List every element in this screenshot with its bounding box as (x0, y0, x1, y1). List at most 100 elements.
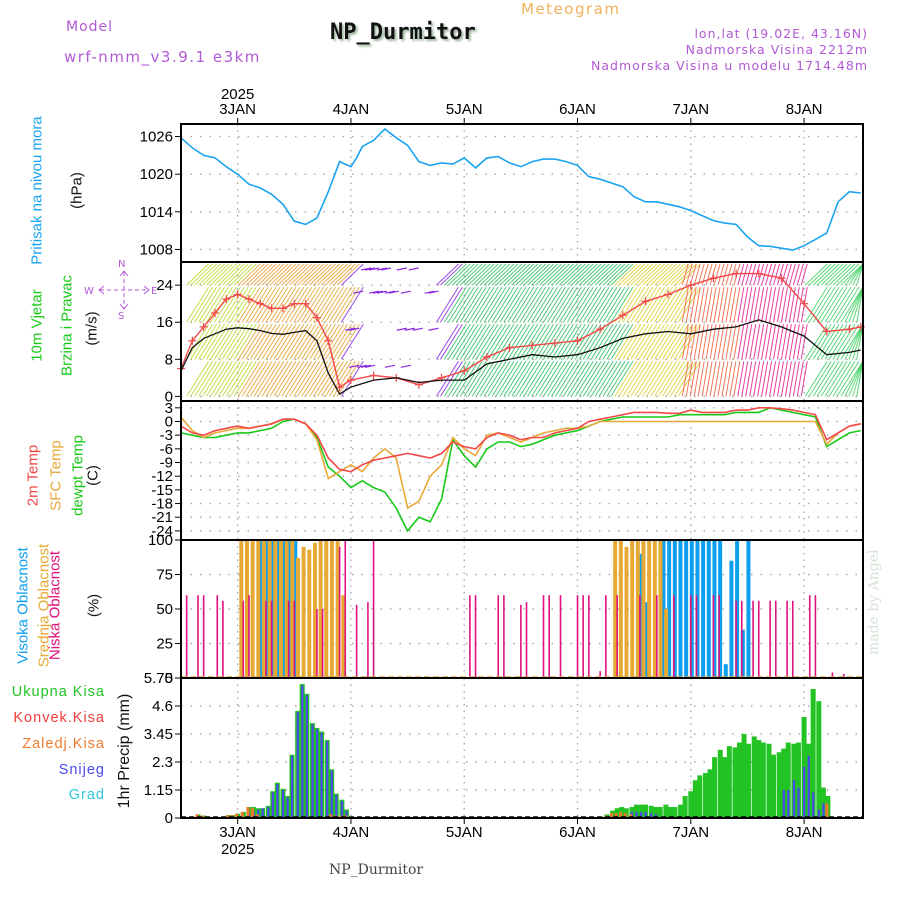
precip-total-bar (771, 755, 776, 818)
cloud-high-bar (729, 561, 733, 678)
cloud-low-bar (752, 601, 754, 678)
wind-arrow (429, 328, 439, 330)
y-tick-label: 1008 (140, 241, 173, 258)
data-layer (177, 129, 865, 818)
precip-total-bar (752, 736, 757, 818)
cloud-low-bar (203, 595, 205, 678)
precip-total-bar (732, 747, 737, 818)
x-tick-label-bottom: 4JAN (333, 824, 370, 841)
x-tick-label-bottom: 3JAN (219, 824, 256, 841)
cloud-low-bar (560, 595, 562, 678)
y-tick-label: 24 (156, 277, 173, 294)
y-tick-label: 8 (165, 351, 173, 368)
cloud-high-bar (724, 664, 728, 678)
cloud-low-bar (265, 601, 267, 678)
precip-total-bar (766, 744, 771, 818)
wind-arrow (409, 268, 419, 270)
snow-bar (272, 792, 274, 818)
snow-bar (301, 685, 303, 818)
cloud-low-bar (316, 609, 318, 678)
snow-bar (306, 695, 308, 818)
precip-total-bar (737, 743, 742, 818)
snow-bar (822, 803, 824, 818)
cloud-mid-bar (251, 540, 255, 678)
snow-bar (282, 790, 284, 818)
sfc-temp-line (181, 417, 861, 508)
cloud-low-bar (605, 595, 607, 678)
snow-bar (803, 767, 805, 818)
snow-bar (276, 784, 278, 818)
cloud-low-bar (582, 595, 584, 678)
snow-bar (326, 741, 328, 818)
cloud-low-bar (197, 595, 199, 678)
cloud-mid-bar (630, 540, 634, 678)
x-tick-label-top: 5JAN (446, 101, 483, 118)
y-tick-label: 50 (156, 601, 173, 618)
y-tick-label: 75 (156, 567, 173, 584)
x-tick-label-bottom: 7JAN (672, 824, 709, 841)
watermark: made by Angel (866, 550, 882, 656)
precip-total-bar (703, 773, 708, 818)
temp2m-line (181, 408, 861, 472)
precip-total-bar (722, 757, 727, 818)
y-tick-label: 1026 (140, 129, 173, 146)
y-tick-label: 100 (148, 532, 173, 549)
cloud-low-bar (339, 547, 341, 678)
frozen-precip-bar (825, 803, 828, 818)
panel-frame (181, 124, 863, 262)
cloud-mid-bar (302, 547, 306, 678)
cloud-low-bar (475, 595, 477, 678)
y-tick-label: 5.75 (144, 670, 173, 687)
wind-arrow (401, 365, 411, 367)
cloud-low-bar (271, 601, 273, 678)
cloud-high-bar (746, 540, 750, 678)
cloud-low-bar (356, 605, 358, 678)
precip-total-bar (727, 746, 732, 818)
cloud-mid-bar (624, 547, 628, 678)
cloud-mid-bar (273, 540, 277, 678)
cloud-low-bar (718, 595, 720, 678)
cloud-mid-bar (647, 540, 651, 678)
precip-total-bar (816, 701, 821, 818)
y-tick-label: 3.45 (144, 726, 173, 743)
cloud-low-bar (673, 595, 675, 678)
snow-bar (812, 792, 814, 818)
snow-bar (793, 780, 795, 818)
x-tick-label-top: 3JAN (219, 101, 256, 118)
cloud-low-bar (696, 595, 698, 678)
cloud-low-bar (775, 601, 777, 678)
precip-total-bar (663, 805, 668, 818)
cloud-mid-bar (256, 540, 260, 678)
y-tick-label: 2.3 (152, 754, 173, 771)
precip-total-bar (746, 744, 751, 818)
cloud-low-bar (373, 540, 375, 678)
cloud-low-bar (588, 595, 590, 678)
y-tick-label: 4.6 (152, 698, 173, 715)
cloud-low-bar (577, 595, 579, 678)
footer-station-name: NP_Durmitor (329, 862, 423, 878)
snow-bar (286, 797, 288, 818)
cloud-mid-bar (330, 540, 334, 678)
dewpoint-line (181, 408, 861, 531)
x-tick-label-bottom: 5JAN (446, 824, 483, 841)
x-tick-label-top: 4JAN (333, 101, 370, 118)
precip-total-bar (742, 734, 747, 818)
wind-arrow (397, 268, 407, 270)
x-tick-label-top: 7JAN (672, 101, 709, 118)
cloud-low-bar (792, 601, 794, 678)
cloud-low-bar (526, 602, 528, 678)
cloud-low-bar (809, 595, 811, 678)
cloud-mid-bar (324, 540, 328, 678)
cloud-low-bar (616, 595, 618, 678)
cloud-low-bar (497, 595, 499, 678)
cloud-low-bar (786, 601, 788, 678)
year-label-bottom: 2025 (221, 841, 254, 858)
precip-total-bar (761, 743, 766, 818)
cloud-low-bar (690, 595, 692, 678)
cloud-high-bar (707, 540, 711, 678)
wind-gust-marker (709, 274, 717, 282)
cloud-mid-bar (619, 540, 623, 678)
x-tick-label-top: 6JAN (559, 101, 596, 118)
wind-gust-marker (732, 270, 740, 278)
cloud-mid-bar (279, 540, 283, 678)
